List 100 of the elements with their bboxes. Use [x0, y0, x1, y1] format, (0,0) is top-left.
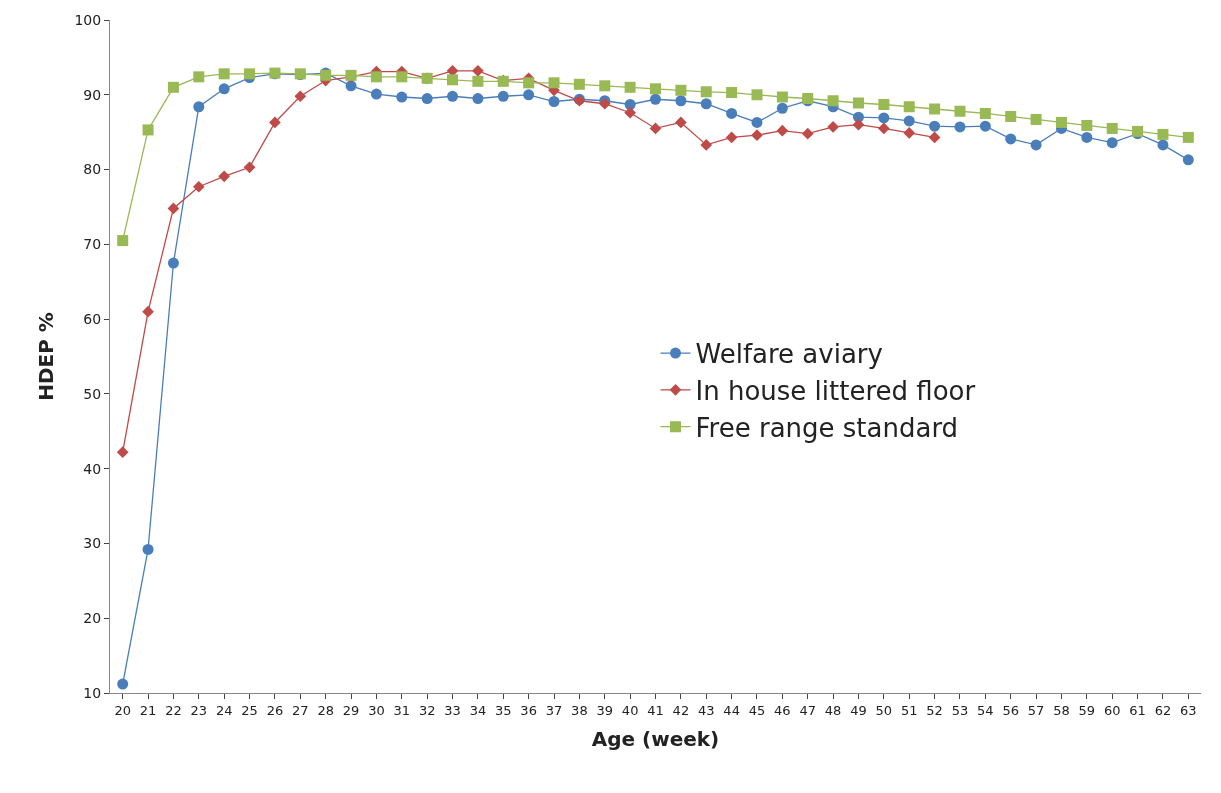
point — [649, 122, 662, 135]
point — [700, 98, 712, 110]
point — [650, 93, 661, 105]
point — [726, 107, 738, 119]
x-tick-label: 43 — [697, 702, 715, 718]
y-tick-label: 50 — [83, 385, 102, 402]
x-tick-label: 53 — [951, 702, 969, 718]
point — [167, 81, 179, 93]
x-axis-title: Age (week) — [591, 727, 720, 752]
x-tick-label: 25 — [241, 702, 258, 718]
x-tick-label: 49 — [850, 702, 867, 718]
point — [650, 83, 661, 95]
x-tick-label: 46 — [774, 702, 791, 718]
x-tick-label: 30 — [368, 702, 385, 718]
x-tick-label: 36 — [520, 702, 537, 718]
point — [852, 118, 865, 131]
x-tick-label: 23 — [190, 702, 208, 718]
point — [751, 116, 763, 128]
y-tick-label: 80 — [83, 161, 102, 178]
point — [675, 84, 687, 96]
legend-label: Welfare aviary — [695, 339, 883, 370]
y-tick-label: 60 — [83, 311, 102, 328]
x-tick-label: 45 — [748, 702, 766, 718]
point — [497, 90, 509, 102]
x-tick-label: 63 — [1180, 702, 1197, 718]
x-tick-label: 56 — [1002, 702, 1019, 718]
x-tick-label: 50 — [875, 702, 893, 718]
point — [142, 543, 154, 555]
point — [548, 77, 560, 89]
point — [1182, 154, 1194, 166]
x-tick-label: 60 — [1103, 702, 1121, 718]
point — [751, 89, 763, 101]
x-tick-label: 59 — [1078, 702, 1096, 718]
point — [929, 120, 941, 132]
point — [370, 71, 382, 83]
y-axis-title: HDEP % — [33, 312, 58, 401]
x-tick-label: 31 — [393, 702, 411, 718]
point — [700, 139, 713, 151]
point — [624, 106, 636, 119]
point — [801, 127, 814, 140]
point — [117, 678, 129, 690]
point — [116, 446, 129, 459]
point — [878, 122, 890, 135]
point — [396, 71, 408, 83]
point — [700, 86, 712, 98]
point — [903, 101, 915, 113]
point — [244, 68, 256, 80]
point — [396, 91, 408, 103]
point — [903, 115, 915, 127]
point — [142, 305, 154, 318]
point — [827, 95, 839, 107]
x-tick-label: 32 — [418, 702, 436, 718]
point — [1157, 128, 1169, 140]
x-tick-label: 21 — [139, 702, 157, 718]
x-tick-label: 57 — [1027, 702, 1045, 718]
point — [294, 90, 307, 103]
point — [1030, 139, 1042, 151]
point — [1030, 113, 1042, 125]
point — [954, 105, 966, 117]
point — [193, 101, 205, 113]
point — [979, 107, 991, 119]
point — [1081, 119, 1093, 131]
x-tick-label: 24 — [215, 702, 233, 718]
point — [472, 65, 484, 77]
x-tick-label: 34 — [469, 702, 487, 718]
legend-label: Free range standard — [695, 412, 959, 443]
point — [1081, 131, 1093, 143]
point — [167, 202, 180, 215]
point — [548, 96, 560, 108]
point — [370, 88, 382, 100]
point — [1106, 122, 1118, 134]
point — [878, 112, 890, 124]
point — [979, 120, 991, 132]
x-tick-label: 37 — [545, 702, 563, 718]
point — [421, 93, 433, 105]
x-tick-label: 33 — [444, 702, 461, 718]
point — [903, 127, 916, 139]
point — [523, 89, 535, 101]
point — [218, 68, 230, 80]
point — [776, 124, 789, 137]
point — [675, 116, 687, 129]
x-tick-label: 22 — [165, 702, 182, 718]
point — [193, 71, 205, 83]
point — [1005, 110, 1017, 122]
point — [776, 102, 788, 114]
point — [447, 74, 459, 86]
point — [1055, 116, 1067, 128]
x-tick-label: 29 — [342, 702, 360, 718]
x-tick-label: 51 — [900, 702, 918, 718]
x-tick-label: 42 — [672, 702, 690, 718]
point — [218, 170, 231, 183]
point — [573, 78, 585, 90]
point — [243, 161, 256, 174]
point — [599, 80, 611, 92]
point — [345, 80, 357, 92]
y-tick-label: 100 — [74, 11, 102, 28]
y-tick-label: 10 — [83, 684, 102, 701]
x-tick-label: 62 — [1154, 702, 1172, 718]
x-tick-label: 39 — [596, 702, 614, 718]
point — [218, 83, 230, 95]
